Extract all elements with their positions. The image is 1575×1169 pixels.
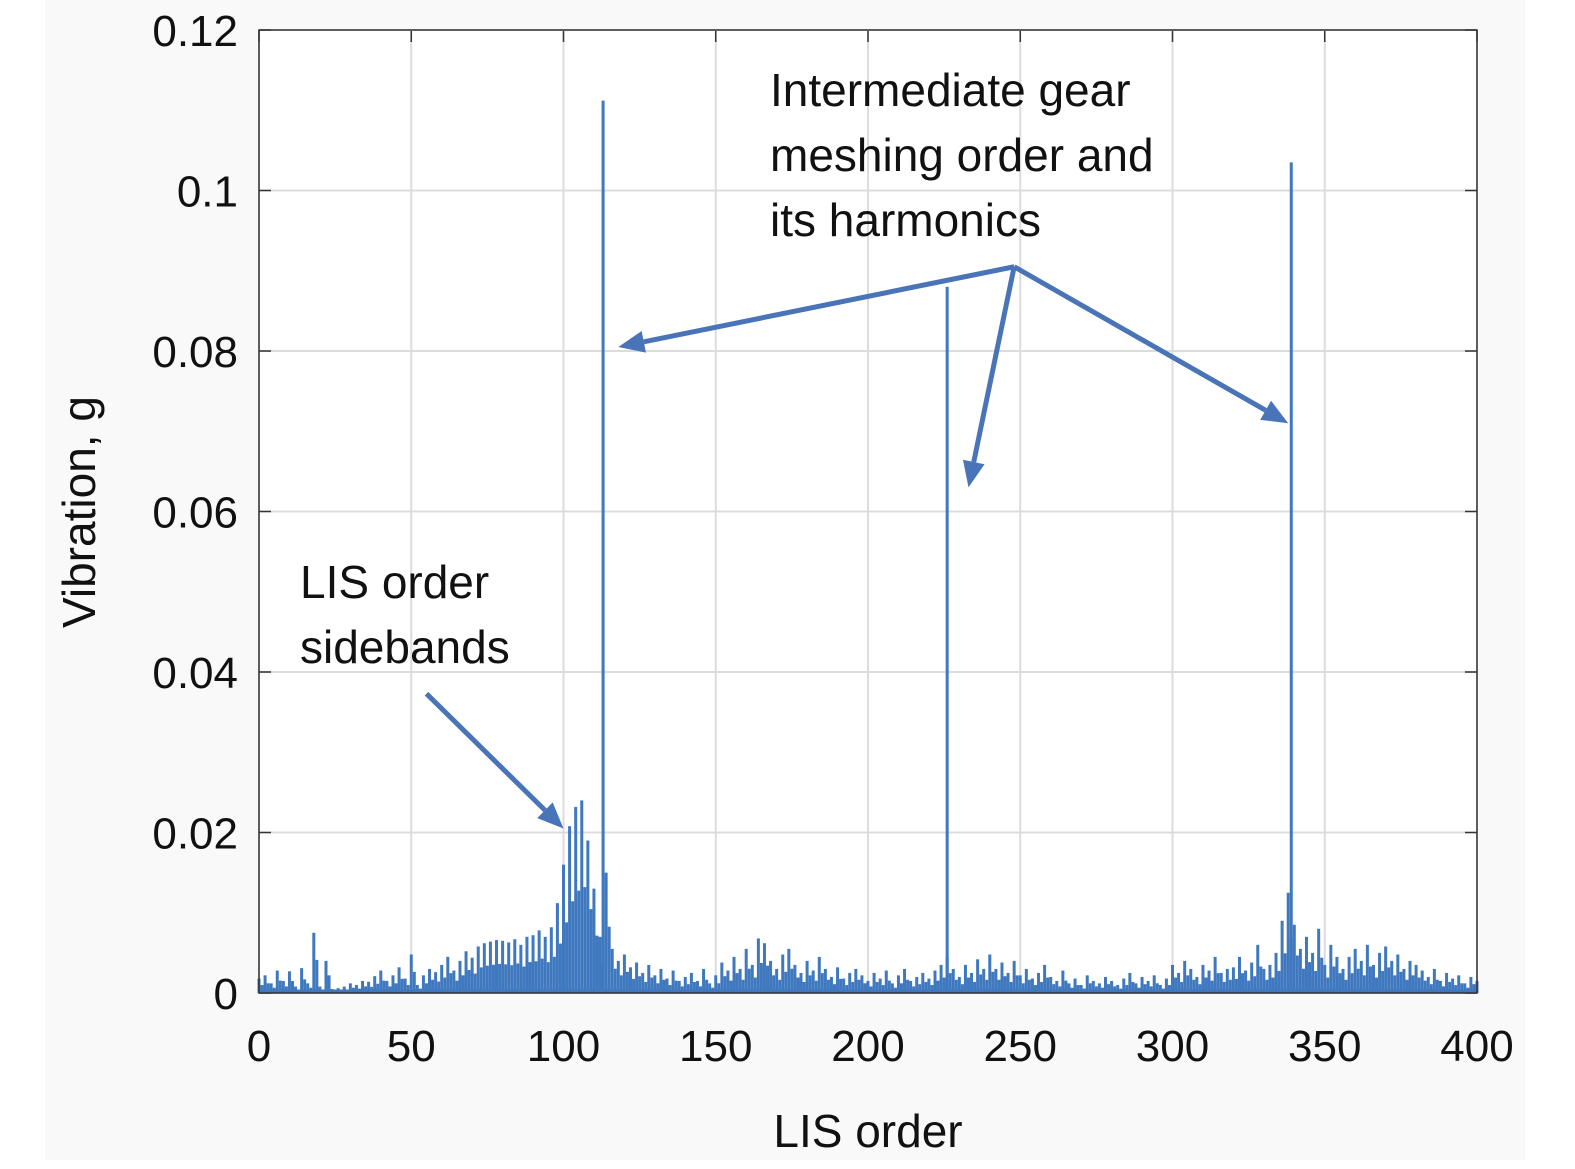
annotation-line: Intermediate gear xyxy=(770,64,1131,116)
y-axis-label: Vibration, g xyxy=(53,396,105,628)
annotation-line: LIS order xyxy=(300,556,489,608)
y-tick-label: 0.06 xyxy=(152,489,238,538)
x-tick-label: 300 xyxy=(1136,1022,1209,1071)
x-tick-label: 100 xyxy=(527,1022,600,1071)
y-tick-label: 0 xyxy=(214,970,238,1019)
y-tick-label: 0.02 xyxy=(152,810,238,859)
x-tick-label: 200 xyxy=(831,1022,904,1071)
x-tick-label: 150 xyxy=(679,1022,752,1071)
annotations: Intermediate gear meshing order and its ha… xyxy=(300,64,1289,829)
y-tick-label: 0.04 xyxy=(152,649,238,698)
x-tick-label: 50 xyxy=(387,1022,436,1071)
annotation-arrow xyxy=(1012,264,1289,424)
tick-labels: 0 50 100 150 200 250 300 350 400 0 0.02 0.04 0.06 0.0… xyxy=(152,7,1513,1071)
spectrum-series xyxy=(257,100,1479,993)
annotation-text: LIS order sidebands xyxy=(300,556,510,673)
annotation-arrow xyxy=(424,691,564,829)
annotation-text: Intermediate gear meshing order and its ha… xyxy=(770,64,1154,246)
annotation-line: sidebands xyxy=(300,621,510,673)
x-tick-label: 250 xyxy=(984,1022,1057,1071)
annotation-line: meshing order and xyxy=(770,129,1154,181)
y-tick-label: 0.12 xyxy=(152,7,238,56)
annotation-line: its harmonics xyxy=(770,194,1041,246)
x-axis-label: LIS order xyxy=(773,1105,962,1157)
x-tick-label: 400 xyxy=(1440,1022,1513,1071)
annotation-arrow xyxy=(618,264,1015,353)
plot-frame xyxy=(258,29,1478,994)
x-tick-label: 350 xyxy=(1288,1022,1361,1071)
x-tick-label: 0 xyxy=(247,1022,271,1071)
y-tick-label: 0.08 xyxy=(152,328,238,377)
annotation-arrow xyxy=(962,266,1017,488)
y-tick-label: 0.1 xyxy=(177,168,238,217)
